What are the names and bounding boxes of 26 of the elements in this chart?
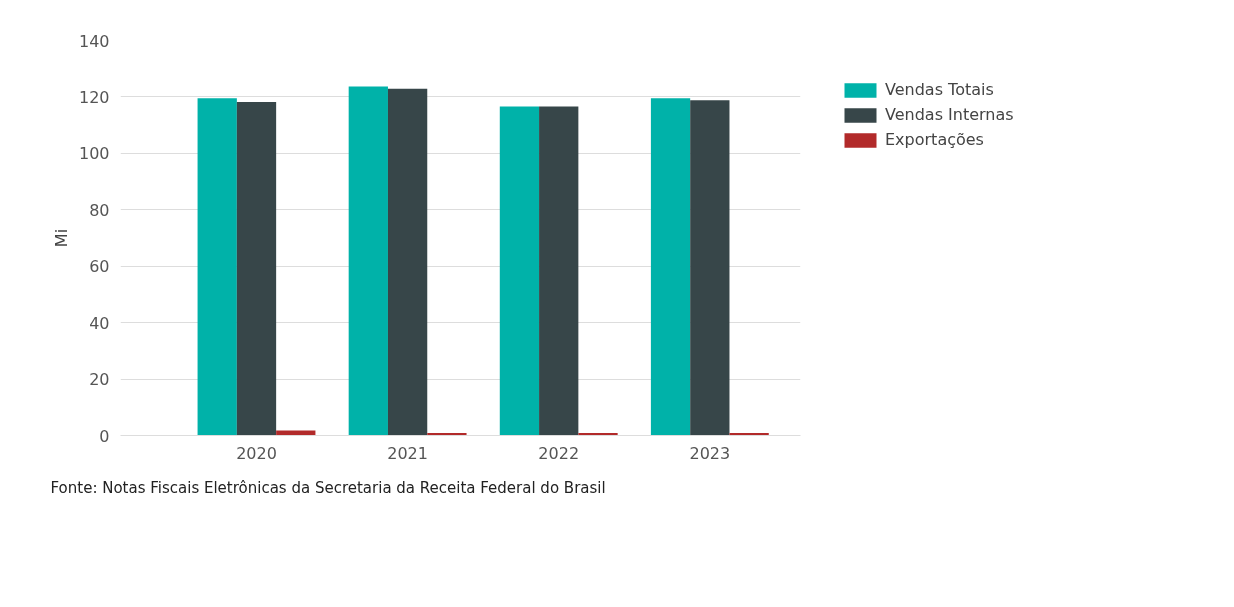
bar xyxy=(197,98,237,436)
legend-label: Exportações xyxy=(885,130,984,149)
bar xyxy=(276,430,316,436)
y-tick-label: 20 xyxy=(89,370,110,390)
y-tick-label: 120 xyxy=(78,87,110,107)
y-tick-label: 0 xyxy=(99,426,110,446)
y-tick-label: 40 xyxy=(89,313,110,333)
bar xyxy=(650,98,691,436)
x-tick-label: 2021 xyxy=(387,443,428,463)
y-tick-label: 140 xyxy=(78,31,110,51)
y-axis-title: Mi xyxy=(51,228,71,248)
bar xyxy=(690,100,730,436)
x-tick-label: 2022 xyxy=(538,443,580,463)
y-tick-label: 100 xyxy=(78,144,110,164)
bar xyxy=(539,106,579,436)
bar xyxy=(499,106,540,436)
x-tick-label: 2023 xyxy=(689,443,731,463)
y-tick-label: 80 xyxy=(89,200,110,220)
legend-label: Vendas Internas xyxy=(885,105,1014,124)
bar xyxy=(236,102,277,436)
bar xyxy=(348,86,388,436)
bar xyxy=(387,88,428,436)
legend-label: Vendas Totais xyxy=(885,80,994,99)
source-note: Fonte: Notas Fiscais Eletrônicas da Secretaria da Receita Federal do Brasil xyxy=(50,478,606,497)
y-tick-label: 60 xyxy=(89,257,110,277)
x-tick-label: 2020 xyxy=(236,443,277,463)
